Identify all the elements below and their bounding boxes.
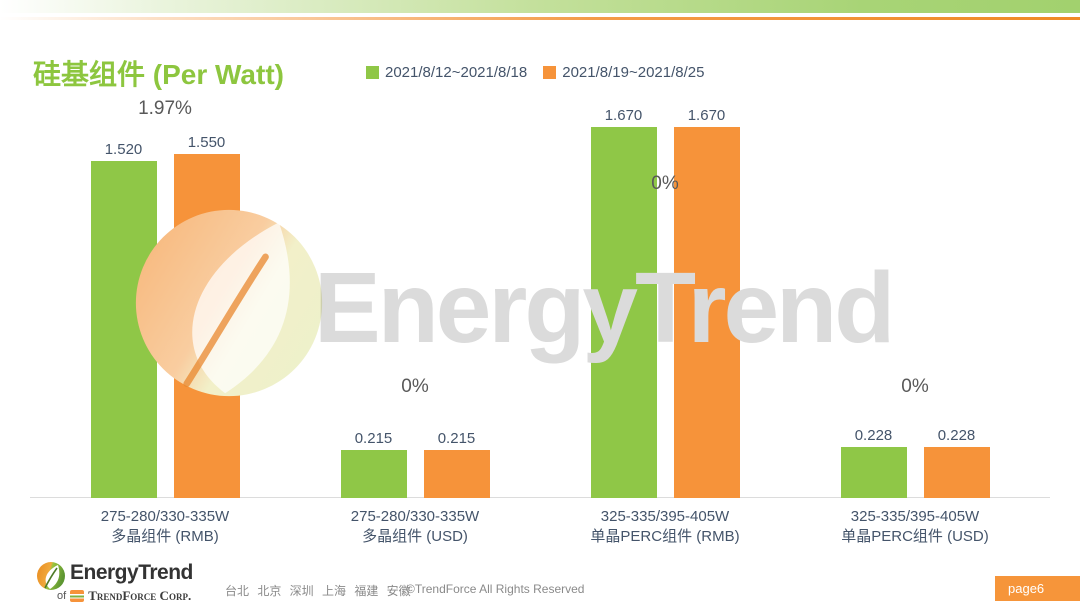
footer-brand: EnergyTrend bbox=[70, 561, 193, 584]
legend-label: 2021/8/19~2021/8/25 bbox=[562, 64, 705, 81]
bar-group: 0% 0.215 0.215 bbox=[290, 90, 540, 498]
footer-brand-sub: of TrendForce Corp. bbox=[57, 588, 191, 604]
bar-group: 0% 0.228 0.228 bbox=[790, 90, 1040, 498]
change-percent-label: 0% bbox=[651, 173, 679, 194]
bar-column: 1.520 bbox=[90, 141, 157, 498]
footer-copyright: ©TrendForce All Rights Reserved bbox=[406, 582, 585, 596]
bar-value-label: 1.550 bbox=[187, 134, 226, 151]
category-label: 325-335/395-405W 单晶PERC组件 (USD) bbox=[841, 508, 989, 546]
bar bbox=[90, 161, 157, 498]
bar bbox=[423, 450, 490, 498]
change-percent-label: 0% bbox=[901, 376, 929, 397]
bar-value-label: 0.215 bbox=[354, 430, 393, 447]
bar-value-label: 0.228 bbox=[937, 427, 976, 444]
top-green-band bbox=[0, 0, 1080, 13]
change-percent-label: 1.97% bbox=[138, 98, 192, 119]
chart-plot: 1.97% 1.520 1.550 0% 0.215 0.215 0% 1.670 1.670 0… bbox=[40, 90, 1040, 498]
energytrend-logo-icon bbox=[37, 562, 65, 590]
page-number-badge: page6 bbox=[995, 576, 1080, 601]
bar bbox=[590, 127, 657, 498]
bar-column: 0.215 bbox=[340, 430, 407, 498]
bar-group: 0% 1.670 1.670 bbox=[540, 90, 790, 498]
bar-value-label: 0.228 bbox=[854, 427, 893, 444]
bar bbox=[923, 447, 990, 498]
bar-value-label: 1.670 bbox=[604, 107, 643, 124]
bar-column: 0.228 bbox=[840, 427, 907, 498]
bar-column: 1.550 bbox=[173, 134, 240, 498]
trendforce-logo-icon bbox=[70, 590, 85, 602]
bar bbox=[673, 127, 740, 498]
footer: EnergyTrend of TrendForce Corp. 台北 北京 深圳… bbox=[0, 556, 1080, 608]
footer-trendforce-text: TrendForce Corp. bbox=[88, 588, 192, 603]
category-label: 325-335/395-405W 单晶PERC组件 (RMB) bbox=[590, 508, 740, 546]
top-orange-line bbox=[0, 17, 1080, 20]
bar-value-label: 1.520 bbox=[104, 141, 143, 158]
footer-of-text: of bbox=[57, 590, 67, 602]
page-title: 硅基组件 (Per Watt) bbox=[33, 59, 284, 90]
bar-group: 1.97% 1.520 1.550 bbox=[40, 90, 290, 498]
chart-legend: 2021/8/12~2021/8/18 2021/8/19~2021/8/25 bbox=[366, 64, 704, 81]
legend-item-period2: 2021/8/19~2021/8/25 bbox=[543, 64, 704, 81]
footer-locations: 台北 北京 深圳 上海 福建 安徽 bbox=[225, 584, 411, 598]
bar-value-label: 0.215 bbox=[437, 430, 476, 447]
category-label: 275-280/330-335W 多晶组件 (RMB) bbox=[100, 508, 230, 546]
bar-column: 1.670 bbox=[673, 107, 740, 498]
bar-value-label: 1.670 bbox=[687, 107, 726, 124]
bar bbox=[173, 154, 240, 498]
bar bbox=[340, 450, 407, 498]
legend-item-period1: 2021/8/12~2021/8/18 bbox=[366, 64, 527, 81]
bar-column: 0.215 bbox=[423, 430, 490, 498]
bar bbox=[840, 447, 907, 498]
x-axis-line bbox=[30, 497, 1050, 498]
category-axis: 275-280/330-335W 多晶组件 (RMB) 275-280/330-3… bbox=[40, 507, 1040, 548]
legend-swatch-green bbox=[366, 66, 379, 79]
category-label: 275-280/330-335W 多晶组件 (USD) bbox=[350, 508, 480, 546]
change-percent-label: 0% bbox=[401, 376, 429, 397]
bar-column: 1.670 bbox=[590, 107, 657, 498]
legend-label: 2021/8/12~2021/8/18 bbox=[385, 64, 528, 81]
legend-swatch-orange bbox=[543, 66, 557, 79]
bar-column: 0.228 bbox=[923, 427, 990, 498]
